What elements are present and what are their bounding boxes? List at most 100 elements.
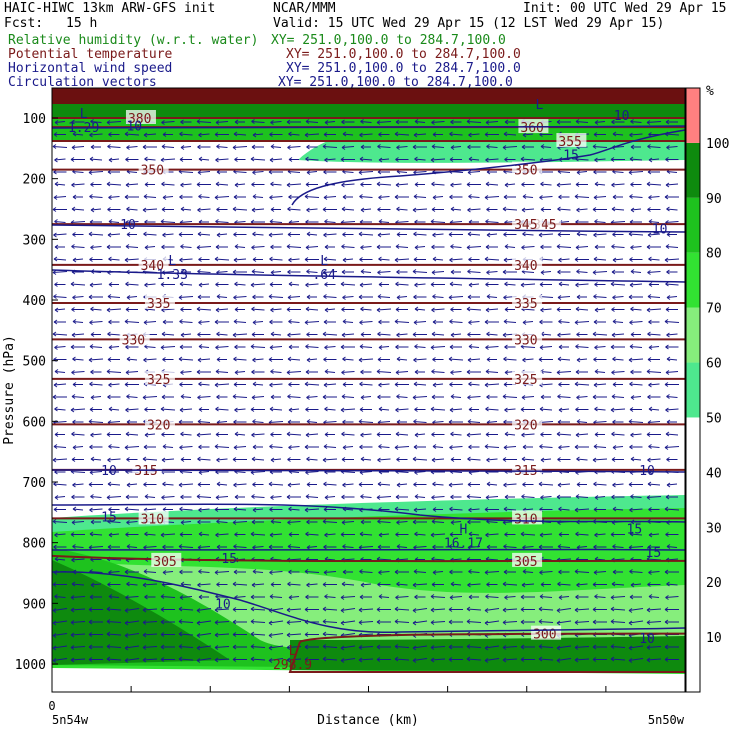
circulation-vector-head <box>162 444 167 449</box>
circulation-vector-head <box>430 282 435 287</box>
colorbar-unit: % <box>706 84 714 99</box>
circulation-vector <box>72 321 84 323</box>
circulation-vector <box>180 208 192 211</box>
circulation-vector <box>448 296 464 298</box>
circulation-vector-head <box>484 319 489 325</box>
circulation-vector <box>468 321 480 323</box>
circulation-vector <box>358 546 374 548</box>
circulation-vector-head <box>358 607 363 613</box>
circulation-vector-head <box>466 432 471 438</box>
circulation-vector <box>414 533 426 536</box>
circulation-vector <box>52 146 68 148</box>
circulation-vector-head <box>432 544 436 550</box>
circulation-vector <box>538 658 554 661</box>
circulation-vector <box>70 621 86 623</box>
circulation-vector <box>322 521 338 523</box>
circulation-vector-head <box>251 269 256 274</box>
circulation-vector <box>666 146 678 148</box>
circulation-vector <box>431 521 445 523</box>
circulation-vector <box>342 133 354 136</box>
circulation-vector <box>270 146 282 148</box>
circulation-vector <box>539 596 553 598</box>
circulation-vector <box>108 158 120 161</box>
circulation-vector <box>412 645 428 649</box>
circulation-vector-head <box>180 581 185 587</box>
circulation-vector <box>286 621 302 623</box>
y-tick-label: 800 <box>23 537 46 552</box>
circulation-vector-head <box>431 144 436 149</box>
circulation-vector-head <box>450 244 454 249</box>
circulation-vector-head <box>575 369 580 375</box>
circulation-vector <box>305 533 319 536</box>
circulation-vector <box>233 258 247 261</box>
circulation-vector-head <box>70 281 75 287</box>
circulation-vector-head <box>449 281 454 287</box>
circulation-vector <box>467 208 481 211</box>
circulation-vector <box>215 346 229 348</box>
circulation-vector <box>341 371 355 373</box>
circulation-vector <box>665 433 679 436</box>
circulation-vector <box>196 620 212 624</box>
circulation-vector <box>233 133 247 136</box>
circulation-vector-head <box>503 382 508 387</box>
circulation-vector-head <box>215 369 220 374</box>
circulation-vector <box>216 233 228 236</box>
circulation-vector <box>395 221 409 223</box>
circulation-vector <box>304 508 320 511</box>
circulation-vector <box>665 558 679 561</box>
circulation-vector <box>538 621 554 623</box>
circulation-vector-head <box>54 181 59 187</box>
circulation-vector-head <box>575 182 580 187</box>
circulation-vector <box>414 346 426 348</box>
circulation-vector <box>360 308 372 311</box>
circulation-vector-head <box>502 620 507 625</box>
circulation-vector-head <box>270 582 275 587</box>
circulation-vector <box>286 633 302 636</box>
circulation-vector-head <box>593 481 597 487</box>
circulation-vector <box>430 621 446 623</box>
circulation-vector-head <box>286 182 291 188</box>
circulation-vector-head <box>450 145 455 150</box>
circulation-vector <box>666 483 678 486</box>
circulation-vector-head <box>54 157 58 163</box>
circulation-vector <box>468 508 480 511</box>
circulation-vector <box>250 533 266 536</box>
circulation-vector <box>124 508 140 511</box>
circulation-vector <box>54 158 66 161</box>
circulation-vector-head <box>126 206 130 212</box>
circulation-vector <box>376 308 392 311</box>
circulation-vector-head <box>594 406 598 412</box>
circulation-vector-head <box>53 444 58 449</box>
circulation-vector-head <box>377 270 381 275</box>
circulation-vector <box>556 608 572 611</box>
circulation-vector-head <box>664 569 669 575</box>
circulation-vector-head <box>234 157 238 162</box>
circulation-vector <box>324 346 336 348</box>
circulation-vector-head <box>196 369 201 375</box>
circulation-vector-head <box>124 257 129 263</box>
circulation-vector-head <box>196 494 201 499</box>
circulation-vector <box>450 433 462 436</box>
circulation-vector <box>216 296 228 298</box>
forecast-label: Fcst: <box>4 16 44 31</box>
circulation-vector <box>341 146 355 148</box>
circulation-vector <box>234 408 246 411</box>
circulation-vector-head <box>503 544 507 549</box>
circulation-vector <box>179 596 193 598</box>
circulation-vector-head <box>108 382 112 388</box>
circulation-vector-head <box>54 406 58 412</box>
circulation-vector <box>557 171 571 173</box>
circulation-vector-head <box>124 506 129 512</box>
circulation-vector <box>610 408 626 411</box>
circulation-vector-head <box>431 394 436 400</box>
circulation-vector <box>216 421 228 423</box>
circulation-vector-head <box>430 620 435 625</box>
circulation-vector <box>646 183 662 186</box>
circulation-vector-head <box>556 370 561 375</box>
circulation-vector-head <box>179 595 184 600</box>
circulation-vector-head <box>377 481 382 487</box>
circulation-vector-head <box>396 520 400 525</box>
circulation-vector-head <box>376 607 381 612</box>
circulation-vector <box>341 246 355 248</box>
colorbar-tick-label: 10 <box>706 631 722 646</box>
